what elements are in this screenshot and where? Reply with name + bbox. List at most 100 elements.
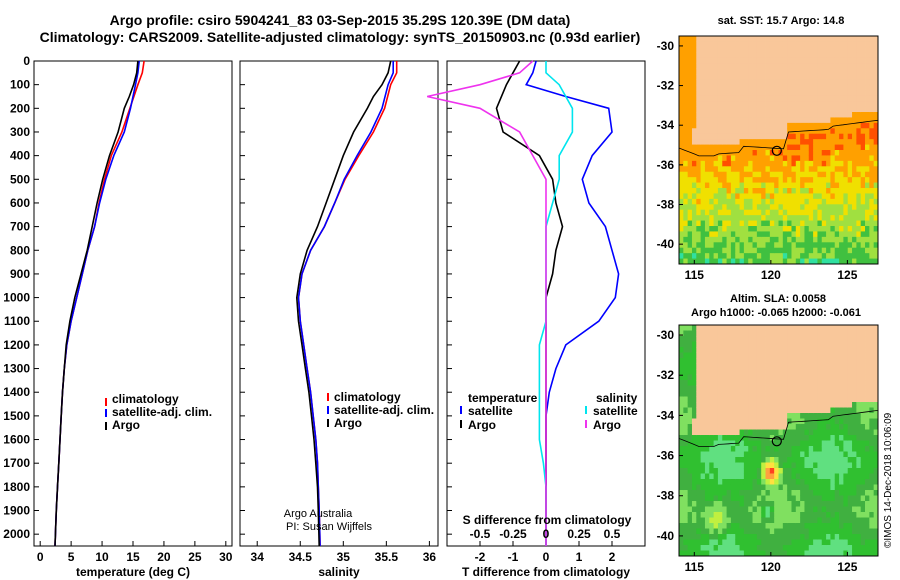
land-cell (752, 391, 758, 397)
ocean-cell (687, 484, 693, 491)
land-cell (800, 36, 805, 42)
ocean-cell (730, 209, 736, 216)
land-cell (808, 95, 814, 102)
ocean-cell (813, 446, 818, 452)
land-cell (847, 52, 853, 59)
land-cell (774, 363, 779, 370)
ocean-cell (696, 451, 702, 458)
ocean-cell (726, 177, 732, 183)
land-cell (791, 74, 797, 80)
land-cell (826, 407, 831, 414)
ocean-cell (696, 484, 702, 491)
land-cell (804, 46, 810, 53)
land-cell (756, 101, 762, 107)
land-cell (722, 402, 727, 408)
ocean-cell (778, 253, 784, 259)
land-cell (748, 90, 753, 97)
ocean-cell (843, 506, 849, 513)
ocean-cell (756, 193, 762, 200)
land-cell (826, 363, 831, 370)
land-cell (839, 347, 844, 353)
ocean-cell (873, 495, 878, 502)
ocean-cell (713, 258, 719, 264)
ocean-cell (834, 128, 840, 135)
land-cell (704, 347, 710, 353)
ocean-cell (852, 150, 857, 156)
ocean-cell (795, 484, 801, 491)
ocean-cell (821, 534, 827, 540)
ocean-cell (752, 139, 758, 145)
ocean-cell (743, 209, 749, 216)
ocean-cell (687, 407, 693, 414)
ocean-cell (683, 473, 689, 480)
land-cell (800, 352, 805, 359)
map-y-tick-label: -32 (657, 79, 675, 93)
ocean-cell (830, 418, 836, 425)
land-cell (704, 358, 710, 364)
land-cell (821, 74, 827, 80)
ocean-cell (860, 435, 866, 441)
ocean-cell (700, 495, 706, 502)
ocean-cell (869, 402, 875, 408)
land-cell (713, 84, 719, 91)
land-cell (830, 57, 836, 64)
land-cell (795, 63, 801, 69)
ocean-cell (700, 231, 706, 238)
ocean-cell (761, 171, 766, 178)
ocean-cell (834, 539, 840, 546)
ocean-cell (826, 506, 831, 513)
ocean-cell (683, 429, 689, 436)
land-cell (713, 407, 719, 414)
land-cell (830, 336, 836, 342)
ocean-cell (765, 253, 771, 259)
ocean-cell (782, 258, 788, 264)
land-cell (743, 336, 749, 342)
land-cell (778, 36, 784, 42)
ocean-cell (817, 473, 823, 480)
ocean-cell (761, 215, 766, 221)
ocean-cell (856, 479, 862, 485)
land-cell (852, 336, 857, 342)
ocean-cell (743, 545, 749, 551)
ocean-cell (787, 528, 792, 535)
ocean-cell (679, 402, 684, 408)
ocean-cell (691, 253, 697, 259)
ocean-cell (687, 79, 693, 86)
ocean-cell (795, 209, 801, 216)
ocean-cell (813, 501, 818, 507)
ocean-cell (795, 160, 801, 167)
land-cell (817, 341, 823, 348)
land-cell (752, 128, 758, 135)
ocean-cell (683, 418, 689, 425)
ocean-cell (800, 539, 805, 546)
ocean-cell (679, 435, 684, 441)
ocean-cell (834, 424, 840, 430)
land-cell (860, 46, 866, 53)
ocean-cell (843, 495, 849, 502)
land-cell (739, 374, 745, 381)
land-cell (860, 101, 866, 107)
land-cell (873, 57, 878, 64)
ocean-cell (696, 231, 702, 238)
land-cell (869, 106, 875, 113)
land-cell (856, 391, 862, 397)
ocean-cell (679, 215, 684, 221)
ocean-cell (804, 495, 810, 502)
land-cell (865, 57, 870, 64)
ocean-cell (687, 534, 693, 540)
ocean-cell (834, 139, 840, 145)
ocean-cell (795, 451, 801, 458)
ocean-cell (752, 193, 758, 200)
land-cell (722, 95, 727, 102)
land-cell (782, 84, 788, 91)
land-cell (739, 347, 745, 353)
land-cell (756, 402, 762, 408)
ocean-cell (821, 139, 827, 145)
land-cell (713, 418, 719, 425)
ocean-cell (869, 198, 875, 205)
ocean-cell (709, 484, 715, 491)
ocean-cell (860, 193, 866, 200)
ocean-cell (804, 166, 810, 173)
ocean-cell (830, 258, 836, 264)
land-cell (700, 369, 706, 375)
